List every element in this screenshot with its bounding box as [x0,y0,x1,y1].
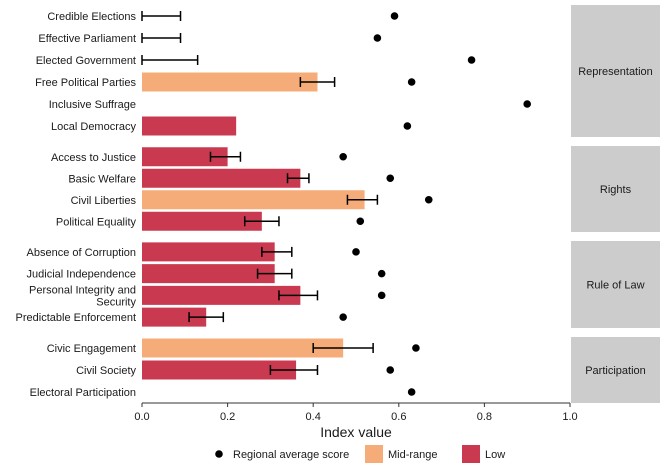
facet-strip [571,5,660,137]
facet-strip [571,241,660,328]
y-tick-label: Local Democracy [51,121,136,133]
x-tick-label: 0.8 [477,411,492,423]
regional-point-political-equality [356,217,365,226]
regional-point-effective-parliament [373,34,382,42]
y-tick-label: Basic Welfare [68,173,136,185]
regional-point-civil-liberties [424,195,433,204]
y-tick-label: Elected Government [36,55,136,67]
regional-point-personal-integrity-and-security [377,291,386,300]
legend-point-swatch [215,450,223,458]
regional-point-electoral-participation [407,388,416,396]
facet-label: Rights [600,184,632,196]
bar-personal-integrity-and-security [142,285,301,305]
facet-strip [571,146,660,232]
x-tick-label: 0.4 [306,411,321,423]
bar-civil-liberties [142,190,365,210]
bar-civic-engagement [142,338,344,358]
y-tick-label: Free Political Parties [35,77,136,89]
legend-label: Regional average score [233,449,349,461]
x-axis-title: Index value [320,424,392,440]
bar-basic-welfare [142,168,301,188]
y-tick-label: Predictable Enforcement [16,312,136,324]
facet-strip [571,337,660,403]
y-tick-label: Effective Parliament [38,33,136,45]
y-tick-label: Electoral Participation [30,387,136,399]
x-tick-label: 1.0 [562,411,577,423]
y-tick-label: Absence of Corruption [27,247,136,259]
facet-label: Rule of Law [586,280,644,292]
x-tick-label: 0.6 [391,411,406,423]
panel-rule-of-law: Rule of Law Absence of Corruption Judicial… [16,241,660,328]
regional-point-inclusive-suffrage [523,100,531,108]
regional-point-elected-government [467,56,476,64]
y-tick-label: Civil Society [76,365,136,377]
bar-civil-society [142,360,297,380]
x-tick-label: 0.2 [220,411,235,423]
regional-point-absence-of-corruption [352,248,360,256]
panel-representation: Representation Credible Elections Effectiv… [35,5,660,137]
y-tick-label: Judicial Independence [27,269,136,281]
legend: Regional average score Mid-range Low [215,445,505,463]
facet-label: Participation [585,365,646,377]
bar-absence-of-corruption [142,242,275,262]
y-tick-label: Civil Liberties [71,195,137,207]
facet-label: Representation [578,66,653,78]
y-tick-label: Personal Integrity and Security [29,284,137,308]
bar-political-equality [142,211,262,231]
regional-point-predictable-enforcement [339,313,347,321]
bar-local-democracy [142,116,237,136]
bar-predictable-enforcement [142,307,207,327]
regional-point-judicial-independence [377,269,386,278]
y-tick-label: Political Equality [56,216,137,228]
y-tick-label: Credible Elections [47,11,136,23]
bar-judicial-independence [142,264,275,284]
regional-point-basic-welfare [386,174,395,183]
regional-point-access-to-justice [339,152,347,161]
x-tick-label: 0.0 [134,411,149,423]
bar-free-political-parties [142,72,318,92]
panel-participation: Participation Civic Engagement Civil Socie… [30,337,660,403]
regional-point-free-political-parties [407,78,416,86]
regional-point-local-democracy [403,122,412,130]
legend-swatch-low [462,445,480,463]
panel-rights: Rights Access to Justice Basic Welfare Civi… [51,146,660,232]
y-tick-label: Inclusive Suffrage [49,99,136,111]
legend-label: Mid-range [388,449,438,461]
regional-point-credible-elections [390,12,399,20]
legend-label: Low [485,449,505,461]
regional-point-civil-society [386,366,395,374]
legend-swatch-mid-range [365,445,383,463]
y-tick-label: Civic Engagement [47,343,136,355]
regional-point-civic-engagement [412,344,420,352]
bar-access-to-justice [142,147,228,167]
y-tick-label: Access to Justice [51,152,136,164]
